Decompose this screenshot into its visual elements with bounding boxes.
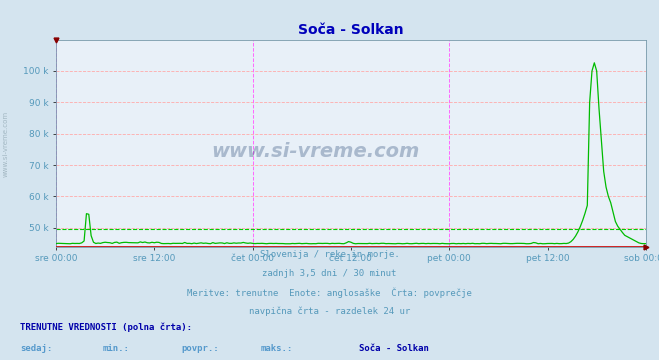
Text: Meritve: trenutne  Enote: anglosaške  Črta: povprečje: Meritve: trenutne Enote: anglosaške Črta… (187, 288, 472, 298)
Text: Soča - Solkan: Soča - Solkan (359, 344, 429, 353)
Text: maks.:: maks.: (260, 344, 293, 353)
Text: www.si-vreme.com: www.si-vreme.com (3, 111, 9, 177)
Text: zadnjh 3,5 dni / 30 minut: zadnjh 3,5 dni / 30 minut (262, 269, 397, 278)
Text: povpr.:: povpr.: (181, 344, 219, 353)
Text: min.:: min.: (102, 344, 129, 353)
Text: sedaj:: sedaj: (20, 344, 52, 353)
Text: www.si-vreme.com: www.si-vreme.com (212, 142, 420, 161)
Text: TRENUTNE VREDNOSTI (polna črta):: TRENUTNE VREDNOSTI (polna črta): (20, 322, 192, 332)
Text: Slovenija / reke in morje.: Slovenija / reke in morje. (260, 250, 399, 259)
Title: Soča - Solkan: Soča - Solkan (298, 23, 404, 37)
Text: navpična črta - razdelek 24 ur: navpična črta - razdelek 24 ur (249, 306, 410, 316)
